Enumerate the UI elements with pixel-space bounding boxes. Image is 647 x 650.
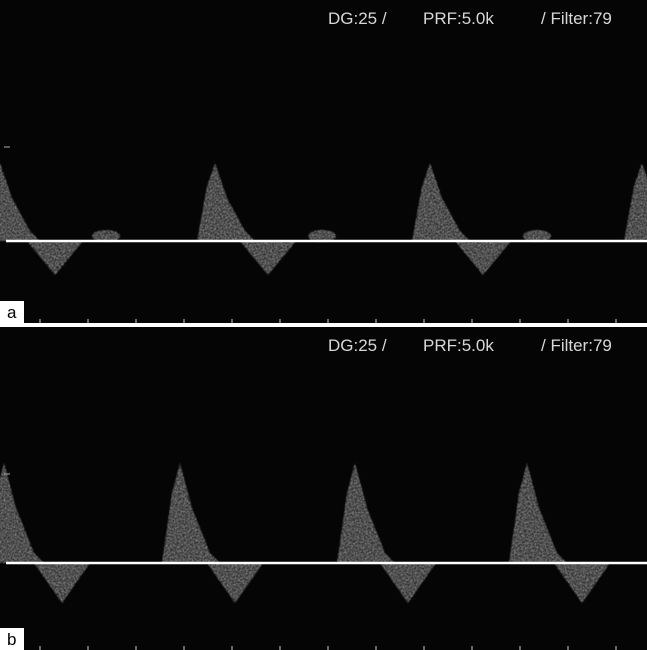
waveform [0,463,610,603]
systolic-peak [162,463,220,563]
header-text: PRF:5.0k [423,9,494,28]
systolic-peak [197,163,255,241]
panel-label: a [7,303,17,322]
reverse-flow [27,241,83,275]
systolic-peak [624,163,647,241]
panel-label: b [7,630,16,649]
reverse-flow [240,241,296,275]
doppler-panel: DG:25 / PRF:5.0k / Filter:79 a [0,0,647,323]
systolic-peak [337,463,395,563]
reverse-flow [554,563,610,603]
systolic-peak [412,163,470,241]
doppler-panel: DG:25 / PRF:5.0k / Filter:79 b [0,327,647,650]
reverse-flow [207,563,263,603]
header-text: DG:25 / [328,336,387,355]
panel-background [0,0,647,323]
panel-background [0,327,647,650]
header-text: / Filter:79 [541,336,612,355]
flow-bump [523,230,551,242]
flow-bump [308,230,336,242]
systolic-peak [509,463,567,563]
header-text: DG:25 / [328,9,387,28]
reverse-flow [455,241,511,275]
reverse-flow [380,563,436,603]
header-text: / Filter:79 [541,9,612,28]
systolic-peak [0,163,40,241]
label-box [0,628,24,650]
waveform [0,163,647,275]
label-box [0,301,24,323]
systolic-peak [0,463,44,563]
flow-bump [92,230,120,242]
header-text: PRF:5.0k [423,336,494,355]
reverse-flow [34,563,90,603]
